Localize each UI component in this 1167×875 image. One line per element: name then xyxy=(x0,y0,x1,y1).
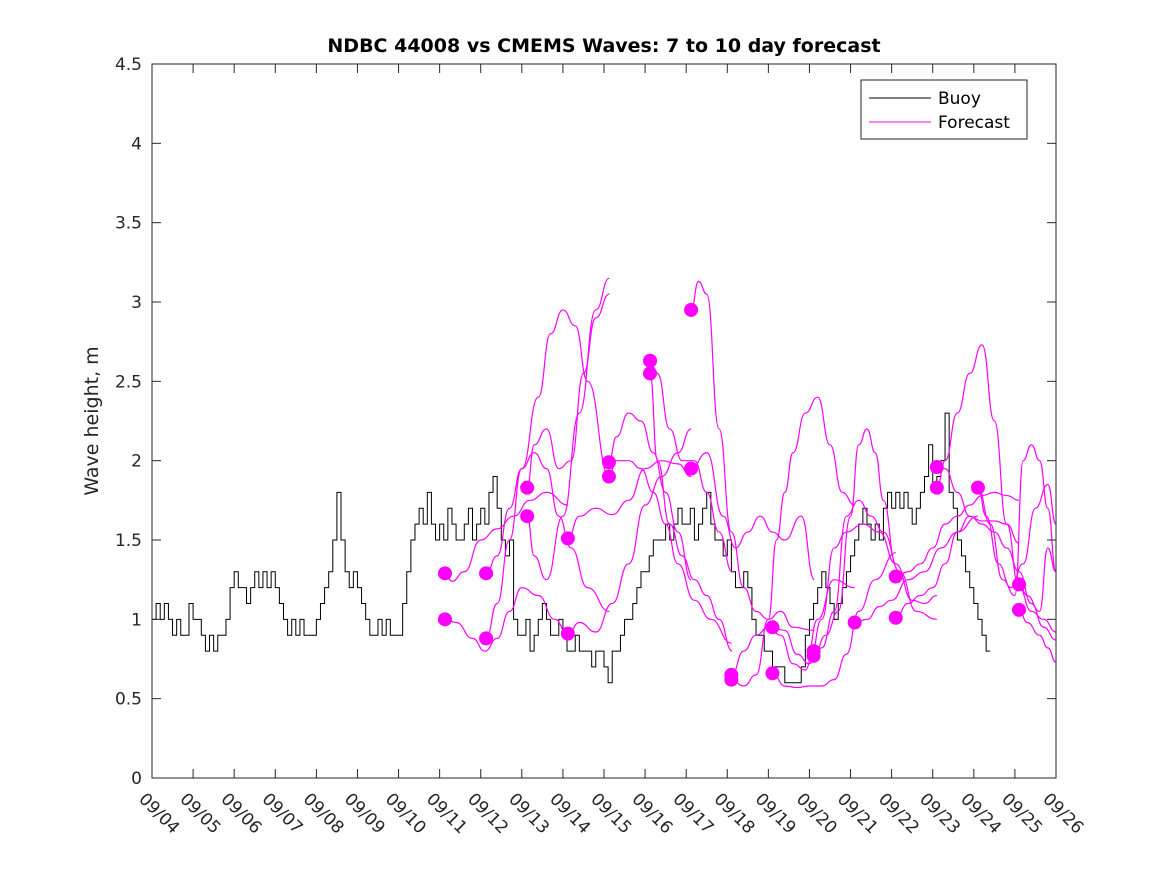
forecast-line xyxy=(1018,609,1057,663)
forecast-line xyxy=(444,491,569,582)
y-tick-label: 3 xyxy=(131,293,142,313)
forecast-start-marker xyxy=(765,620,780,635)
forecast-line xyxy=(854,515,979,624)
forecast-line xyxy=(690,452,815,581)
forecast-line xyxy=(485,452,610,612)
forecast-line xyxy=(690,280,815,632)
forecast-line xyxy=(731,396,855,687)
forecast-line xyxy=(895,491,1020,578)
legend-box xyxy=(860,79,1028,140)
y-axis-label: Wave height, m xyxy=(81,346,103,495)
forecast-start-marker xyxy=(929,480,944,495)
forecast-line xyxy=(895,515,1020,619)
forecast-start-marker xyxy=(847,615,862,630)
forecast-start-marker xyxy=(601,469,616,484)
forecast-line xyxy=(772,523,896,665)
y-tick-label: 3.5 xyxy=(115,214,142,234)
forecast-start-marker xyxy=(643,366,658,381)
forecast-start-marker xyxy=(888,569,903,584)
forecast-line xyxy=(608,412,692,581)
forecast-line xyxy=(772,552,896,689)
y-tick-label: 4.5 xyxy=(115,55,142,75)
forecast-start-marker xyxy=(888,610,903,625)
forecast-start-marker xyxy=(560,531,575,546)
forecast-start-marker xyxy=(437,612,452,627)
forecast-start-marker xyxy=(560,626,575,641)
y-axis: 0 0.5 1 1.5 2 2.5 3 3.5 4 4.5 xyxy=(115,55,1056,789)
legend-label-buoy: Buoy xyxy=(938,89,981,109)
forecast-line xyxy=(526,277,610,581)
forecast-start-marker xyxy=(724,672,739,687)
forecast-start-marker xyxy=(684,302,699,317)
forecast-start-marker xyxy=(601,455,616,470)
y-tick-label: 2.5 xyxy=(115,372,142,392)
y-tick-label: 0 xyxy=(131,769,142,789)
forecast-line xyxy=(567,428,692,635)
forecast-line xyxy=(649,372,733,652)
marker-layer xyxy=(437,302,1027,687)
chart-title: NDBC 44008 vs CMEMS Waves: 7 to 10 day f… xyxy=(327,35,880,57)
y-tick-label: 0.5 xyxy=(115,690,142,710)
legend: Buoy Forecast xyxy=(860,79,1028,140)
y-tick-label: 4 xyxy=(131,134,142,154)
forecast-start-marker xyxy=(520,480,535,495)
forecast-start-marker xyxy=(970,480,985,495)
forecast-line xyxy=(649,360,733,573)
forecast-line xyxy=(526,293,610,489)
legend-label-forecast: Forecast xyxy=(938,113,1010,133)
forecast-line xyxy=(1018,547,1057,613)
forecast-start-marker xyxy=(479,631,494,646)
forecast-start-marker xyxy=(479,566,494,581)
forecast-line xyxy=(485,309,610,639)
forecast-start-marker xyxy=(437,566,452,581)
forecast-start-marker xyxy=(929,460,944,475)
forecast-start-marker xyxy=(765,666,780,681)
forecast-line xyxy=(444,586,569,652)
forecast-line xyxy=(813,428,937,657)
forecast-start-marker xyxy=(806,648,821,663)
y-tick-label: 1.5 xyxy=(115,531,142,551)
plot-area xyxy=(152,64,1056,778)
y-tick-label: 1 xyxy=(131,610,142,630)
y-tick-label: 2 xyxy=(131,452,142,472)
series-layer xyxy=(152,277,1057,689)
forecast-start-marker xyxy=(684,461,699,476)
forecast-line xyxy=(936,344,1057,633)
forecast-line xyxy=(608,460,732,644)
forecast-start-marker xyxy=(1012,602,1027,617)
forecast-start-marker xyxy=(1012,577,1027,592)
forecast-line xyxy=(567,460,692,540)
forecast-start-marker xyxy=(643,353,658,368)
forecast-line xyxy=(813,499,937,652)
forecast-start-marker xyxy=(520,509,535,524)
forecast-line xyxy=(977,444,1057,597)
